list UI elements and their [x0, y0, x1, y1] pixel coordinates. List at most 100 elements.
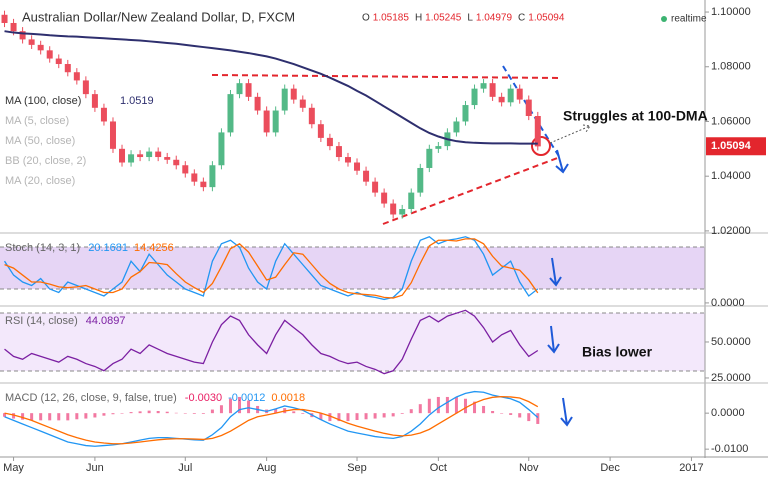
legend-label: MA (100, close) [5, 95, 81, 107]
x-tick-label: Jul [178, 462, 192, 474]
candle-body [272, 110, 279, 133]
arrow [549, 257, 562, 287]
candle-body [91, 94, 98, 108]
candle-body [191, 173, 198, 182]
histogram-bar [228, 398, 232, 414]
histogram-bar [238, 396, 242, 414]
ohlc-value: 1.05245 [425, 13, 462, 24]
histogram-bar [400, 413, 404, 414]
indicator-title: MACD (12, 26, close, 9, false, true) [5, 392, 177, 404]
indicator-label: MA (50, close) [5, 135, 75, 147]
indicator-value: 20.1681 [88, 242, 128, 254]
candle-body [55, 58, 62, 65]
last-price-label: 1.05094 [711, 140, 752, 152]
candle-body [335, 146, 342, 158]
candle-body [399, 209, 406, 215]
band [0, 247, 705, 289]
histogram-bar [373, 413, 377, 419]
histogram-bar [346, 413, 350, 422]
candle-body [37, 44, 44, 51]
candle-body [480, 83, 487, 89]
histogram-bar [48, 413, 52, 421]
candle-body [516, 88, 523, 100]
indicator-line [4, 395, 539, 445]
candle-body [200, 181, 207, 188]
y-tick-label: 1.06000 [711, 115, 751, 127]
histogram-bar [210, 409, 214, 414]
histogram-bar [192, 413, 196, 414]
indicator-line [4, 309, 539, 375]
candle-body [263, 110, 270, 133]
indicator-title: Stoch (14, 3, 1) [5, 242, 80, 254]
ohlc-key: O [362, 13, 370, 24]
candle-body [317, 124, 324, 138]
candle-body [426, 148, 433, 168]
resistance-line [211, 74, 561, 79]
x-tick-label: 2017 [679, 462, 703, 474]
histogram-bar [355, 413, 359, 420]
indicator-line [4, 238, 539, 299]
histogram-bar [274, 408, 278, 414]
indicator-label: MA (20, close) [5, 175, 75, 187]
histogram-bar [473, 401, 477, 414]
histogram-bar [463, 398, 467, 414]
legend-value: 1.0519 [120, 95, 154, 107]
candle-body [146, 151, 153, 158]
annotation: Bias lower [582, 344, 653, 360]
x-tick-label: Dec [600, 462, 620, 474]
candle-body [534, 116, 541, 147]
ma-line [4, 30, 538, 145]
histogram-bar [527, 413, 531, 422]
histogram-bar [147, 410, 151, 414]
candle-body [507, 88, 514, 103]
ohlc-value: 1.05185 [373, 13, 410, 24]
y-tick-label: 25.0000 [711, 372, 751, 384]
last-price-box [706, 137, 766, 156]
x-tick-label: Jun [86, 462, 104, 474]
histogram-bar [3, 413, 7, 417]
histogram-bar [120, 413, 124, 414]
histogram-bar [138, 411, 142, 414]
histogram-bar [536, 413, 540, 424]
histogram-bar [364, 413, 368, 420]
y-tick-label: 1.02000 [711, 225, 751, 237]
histogram-bar [247, 400, 251, 414]
x-tick-label: Aug [257, 462, 277, 474]
candle-body [1, 14, 8, 23]
candle-body [363, 170, 370, 182]
histogram-bar [391, 413, 395, 417]
indicator-value: -0.0012 [228, 392, 265, 404]
x-tick-label: May [3, 462, 24, 474]
candle-body [498, 96, 505, 103]
histogram-bar [409, 409, 413, 414]
histogram-bar [328, 413, 332, 422]
candle-body [471, 88, 478, 106]
candle-body [173, 159, 180, 166]
candle-body [453, 121, 460, 133]
y-tick-label: 0.0000 [711, 297, 745, 309]
candle-body [10, 22, 17, 32]
histogram-bar [491, 411, 495, 414]
candle-body [164, 157, 171, 160]
indicator-label: MA (5, close) [5, 115, 69, 127]
candle-body [64, 64, 71, 73]
candle-body [137, 154, 144, 158]
candle-body [281, 88, 288, 111]
candle-body [73, 72, 80, 81]
candle-body [218, 132, 225, 166]
histogram-bar [445, 396, 449, 414]
histogram-bar [165, 411, 169, 414]
ohlc-key: C [518, 13, 525, 24]
histogram-bar [111, 413, 115, 415]
ohlc-key: L [467, 13, 473, 24]
histogram-bar [93, 413, 97, 418]
y-tick-label: 50.0000 [711, 336, 751, 348]
indicator-value: 44.0897 [86, 315, 126, 327]
candle-body [299, 99, 306, 108]
candle-body [290, 88, 297, 100]
histogram-bar [12, 413, 16, 419]
histogram-bar [301, 413, 305, 414]
histogram-bar [129, 412, 133, 414]
ohlc-value: 1.04979 [476, 13, 513, 24]
